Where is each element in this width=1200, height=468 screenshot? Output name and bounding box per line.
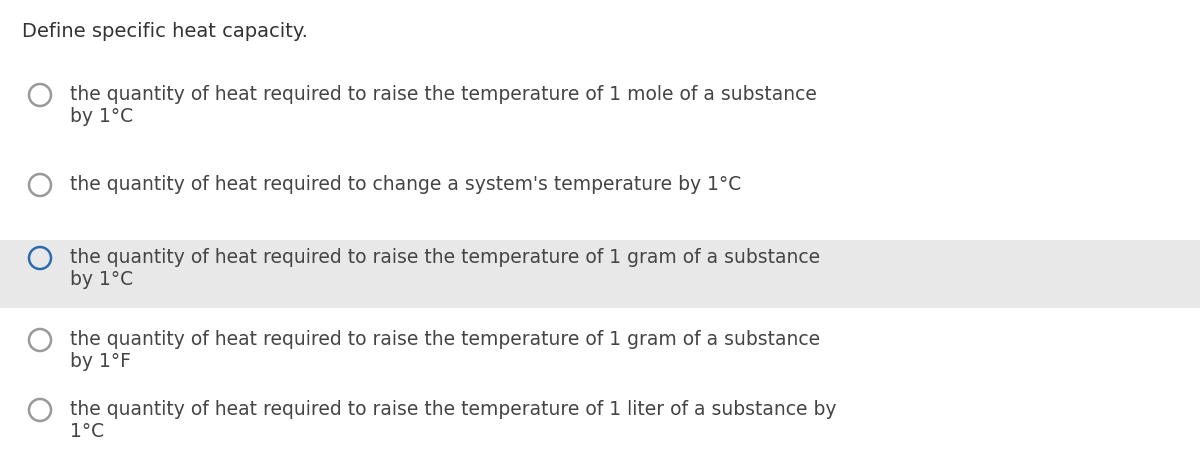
Ellipse shape [29,174,50,196]
Ellipse shape [29,247,50,269]
Text: the quantity of heat required to raise the temperature of 1 gram of a substance: the quantity of heat required to raise t… [70,330,820,349]
FancyBboxPatch shape [0,240,1200,308]
Text: the quantity of heat required to change a system's temperature by 1°C: the quantity of heat required to change … [70,175,742,194]
Text: the quantity of heat required to raise the temperature of 1 gram of a substance: the quantity of heat required to raise t… [70,248,820,267]
Ellipse shape [29,329,50,351]
Text: Define specific heat capacity.: Define specific heat capacity. [22,22,308,41]
Text: the quantity of heat required to raise the temperature of 1 liter of a substance: the quantity of heat required to raise t… [70,400,836,419]
Text: the quantity of heat required to raise the temperature of 1 mole of a substance: the quantity of heat required to raise t… [70,85,817,104]
Text: by 1°C: by 1°C [70,107,133,126]
Text: 1°C: 1°C [70,422,104,441]
Ellipse shape [29,84,50,106]
Text: by 1°C: by 1°C [70,270,133,289]
Ellipse shape [29,399,50,421]
Text: by 1°F: by 1°F [70,352,131,371]
